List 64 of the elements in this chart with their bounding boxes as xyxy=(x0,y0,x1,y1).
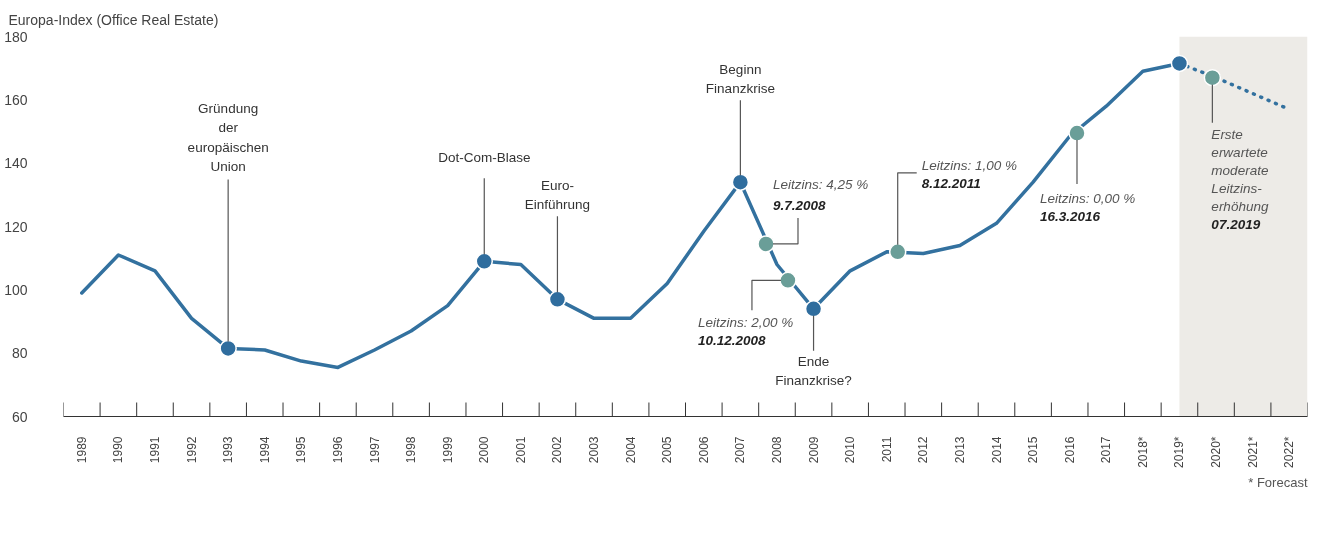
point xyxy=(779,271,797,290)
annotation: Dot-Com-Blase xyxy=(438,150,531,166)
point xyxy=(219,339,237,358)
annotation: Euro- Einführung xyxy=(524,177,591,213)
x-tick-label: 2013 xyxy=(952,436,967,464)
point xyxy=(888,243,907,261)
x-tick-label: 1995 xyxy=(294,436,309,464)
annotation: Leitzins: 0,00 % 16.3.2016 xyxy=(1039,191,1136,225)
x-tick-label: 2020* xyxy=(1209,436,1224,468)
x-tick-label: 1993 xyxy=(221,436,236,464)
x-tick-label: 2021* xyxy=(1245,436,1260,468)
x-tick-label: 2011 xyxy=(879,436,894,463)
point xyxy=(1068,124,1086,142)
x-tick-label: 2019* xyxy=(1172,436,1187,468)
x-tick-label: 1991 xyxy=(147,436,162,464)
x-tick-label: 1992 xyxy=(184,436,199,464)
point xyxy=(757,235,775,253)
point xyxy=(1203,68,1222,87)
annotation: Leitzins: 2,00 % 10.12.2008 xyxy=(697,315,794,349)
annotation: Erste erwartete moderate Leitzins- erhöhung 07.2019 xyxy=(1211,126,1269,232)
x-tick-label: 2005 xyxy=(660,436,675,464)
point xyxy=(804,300,823,318)
x-tick-label: 2006 xyxy=(696,436,711,464)
annotation: Leitzins: 4,25 % 9.7.2008 xyxy=(772,176,869,213)
annotation: Leitzins: 1,00 % 8.12.2011 xyxy=(921,157,1018,191)
annotation: Gründung der europäischen Union xyxy=(187,100,269,175)
x-tick-label: 2002 xyxy=(550,436,565,464)
x-tick-label: 2022* xyxy=(1282,436,1297,468)
y-tick-label: 100 xyxy=(4,281,28,298)
x-tick-label: 2016 xyxy=(1062,436,1077,464)
x-tick-label: 1990 xyxy=(111,436,126,464)
annotation: Ende Finanzkrise? xyxy=(775,353,852,389)
point xyxy=(475,252,494,271)
annotation: Beginn Finanzkrise xyxy=(705,61,775,97)
x-tick-label: 2003 xyxy=(587,436,602,464)
y-tick-label: 60 xyxy=(11,408,28,425)
x-tick-label: 2015 xyxy=(1026,436,1041,464)
y-tick-label: 180 xyxy=(4,28,28,45)
x-tick-label: 2009 xyxy=(806,436,821,464)
x-tick-label: 2012 xyxy=(916,436,931,464)
y-tick-label: 140 xyxy=(4,155,28,172)
x-tick-label: 2018* xyxy=(1135,436,1150,468)
x-tick-label: 2000 xyxy=(477,436,492,464)
point xyxy=(1170,54,1189,73)
x-tick-label: 2010 xyxy=(843,436,858,464)
x-tick-label: 2007 xyxy=(733,436,748,464)
x-tick-label: 1998 xyxy=(404,436,419,464)
y-tick-label: 160 xyxy=(4,91,28,108)
x-tick-label: 2004 xyxy=(623,436,638,464)
y-axis-title: Europa-Index (Office Real Estate) xyxy=(8,11,219,28)
y-tick-label: 120 xyxy=(4,218,28,235)
x-tick-label: 1994 xyxy=(257,436,272,464)
x-tick-label: 1997 xyxy=(367,436,382,464)
y-tick-label: 80 xyxy=(11,345,28,362)
text: * Forecast xyxy=(1248,474,1308,490)
x-tick-label: 2001 xyxy=(513,436,528,464)
x-tick-label: 1989 xyxy=(74,436,89,464)
x-tick-label: 2008 xyxy=(769,436,784,464)
x-tick-label: 1999 xyxy=(440,436,455,464)
point xyxy=(548,290,567,309)
x-tick-label: 1996 xyxy=(330,436,345,464)
x-tick-label: 2014 xyxy=(989,436,1004,464)
point xyxy=(731,173,750,191)
x-tick-label: 2017 xyxy=(1099,436,1114,464)
